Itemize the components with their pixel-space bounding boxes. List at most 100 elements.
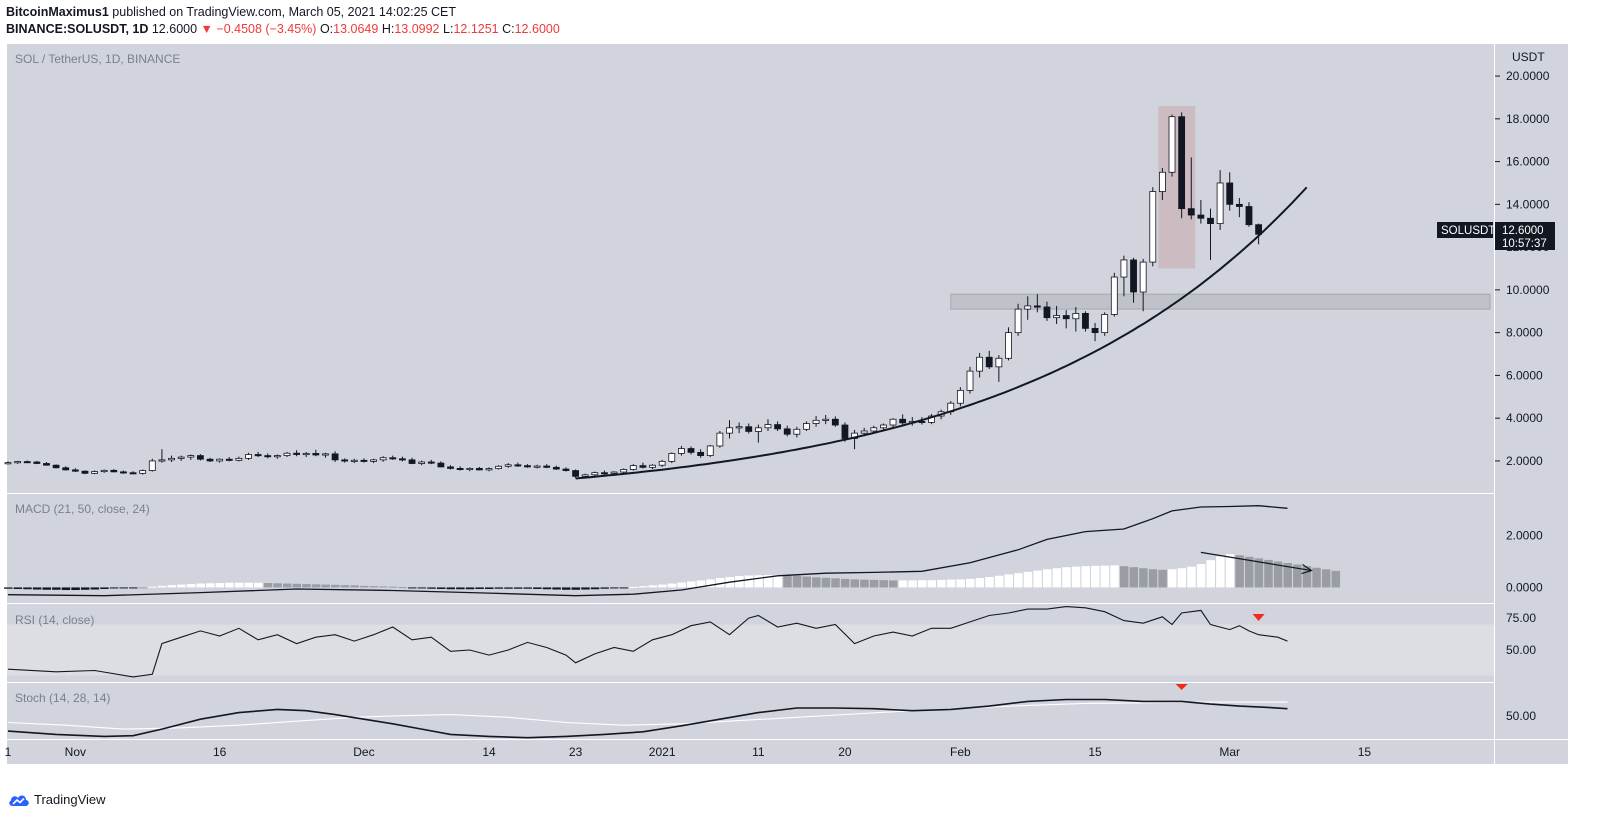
- candle: [822, 414, 830, 425]
- symbol-label: BINANCE:SOLUSDT, 1D: [6, 22, 149, 36]
- author-name[interactable]: BitcoinMaximus1: [6, 5, 109, 19]
- macd-histogram-bar: [273, 583, 282, 588]
- candle-body: [196, 455, 204, 460]
- candle: [1024, 296, 1032, 320]
- candle-body: [168, 457, 175, 461]
- candle: [658, 459, 666, 467]
- macd-histogram-bar: [119, 587, 128, 589]
- candle-body: [1216, 182, 1224, 225]
- macd-histogram-bar: [157, 585, 167, 588]
- macd-histogram-bar: [1033, 570, 1042, 588]
- macd-histogram-bar: [629, 586, 638, 588]
- macd-histogram-bar: [254, 582, 263, 588]
- candle-body: [774, 424, 781, 430]
- candle-body: [273, 455, 281, 458]
- candle-body: [1053, 315, 1060, 319]
- candle: [4, 461, 12, 465]
- candle: [273, 454, 281, 459]
- time-tick-label: Dec: [353, 745, 374, 759]
- candle-body: [245, 454, 252, 459]
- candle-body: [1072, 312, 1080, 320]
- candle: [1187, 157, 1195, 220]
- candle: [495, 465, 503, 470]
- macd-histogram-bar: [946, 579, 956, 588]
- candle-body: [235, 457, 243, 461]
- time-tick-label: 20: [838, 745, 852, 759]
- price-pane[interactable]: [7, 44, 1494, 493]
- macd-histogram-bar: [1177, 568, 1187, 588]
- macd-histogram-bar: [32, 587, 42, 590]
- candle-body: [812, 419, 820, 424]
- header-publish-line: BitcoinMaximus1 published on TradingView…: [6, 5, 456, 19]
- down-arrow-icon: ▼: [200, 22, 213, 36]
- macd-histogram-bar: [1216, 556, 1225, 588]
- candle: [793, 426, 801, 438]
- macd-histogram-bar: [1283, 563, 1292, 588]
- macd-histogram-bar: [1244, 556, 1254, 588]
- candle-body: [389, 457, 397, 460]
- candle: [81, 470, 89, 475]
- tradingview-logo[interactable]: TradingView: [8, 792, 106, 807]
- macd-histogram-bar: [100, 587, 109, 589]
- candle: [572, 469, 579, 479]
- macd-histogram-bar: [109, 587, 119, 589]
- macd-histogram-bar: [1312, 567, 1321, 588]
- stoch-pane[interactable]: [7, 683, 1494, 739]
- support-zone: [950, 293, 1491, 310]
- candle: [928, 413, 935, 425]
- candle: [678, 445, 685, 456]
- price-axis[interactable]: [1495, 44, 1568, 739]
- macd-histogram-bar: [840, 578, 850, 588]
- candle-body: [543, 465, 551, 468]
- candle: [1053, 305, 1060, 325]
- candle-body: [524, 465, 531, 468]
- candle: [370, 458, 377, 464]
- candle-body: [43, 463, 50, 466]
- macd-histogram-bar: [908, 580, 917, 588]
- candle: [71, 468, 79, 473]
- candle: [1043, 301, 1051, 321]
- macd-histogram-bar: [1139, 568, 1148, 588]
- macd-histogram-bar: [937, 579, 946, 588]
- candle: [168, 455, 175, 462]
- candle-body: [678, 448, 685, 454]
- candle: [514, 462, 522, 467]
- candle: [726, 420, 733, 439]
- macd-histogram-bar: [359, 585, 369, 588]
- last-price: 12.6000: [151, 22, 198, 36]
- candle-body: [639, 465, 647, 468]
- macd-histogram-bar: [42, 587, 51, 590]
- candle-body: [216, 458, 224, 462]
- macd-histogram-bar: [292, 583, 302, 588]
- time-tick-label: Nov: [65, 745, 86, 759]
- candle-body: [1005, 332, 1012, 359]
- candle-body: [1245, 206, 1253, 226]
- price-tick-label: 14.0000: [1506, 197, 1550, 211]
- macd-histogram-bar: [1052, 568, 1062, 588]
- candle: [350, 458, 358, 464]
- candle-body: [1159, 171, 1166, 192]
- macd-histogram-bar: [1004, 574, 1013, 588]
- candle-body: [312, 453, 320, 456]
- open-value: 13.0649: [333, 22, 379, 36]
- macd-histogram-bar: [1119, 566, 1129, 588]
- time-tick-label: 16: [213, 745, 227, 759]
- macd-histogram-bar: [1023, 571, 1033, 588]
- macd-histogram-bar: [1014, 573, 1023, 588]
- price-tick-label: 20.0000: [1506, 69, 1550, 83]
- candle-body: [1110, 276, 1118, 315]
- time-tick-label: 15: [1358, 745, 1372, 759]
- macd-histogram-bar: [1042, 569, 1052, 588]
- stoch-d-line: [7, 701, 1288, 730]
- candle-body: [668, 453, 676, 462]
- candle-body: [726, 427, 733, 434]
- macd-histogram-bar: [552, 587, 561, 590]
- candle: [543, 464, 551, 469]
- macd-histogram-bar: [52, 587, 61, 590]
- macd-histogram-bar: [225, 582, 234, 588]
- candle-body: [899, 418, 907, 424]
- macd-histogram-bar: [1235, 555, 1244, 588]
- candle: [158, 449, 166, 463]
- time-axis[interactable]: [7, 740, 1494, 764]
